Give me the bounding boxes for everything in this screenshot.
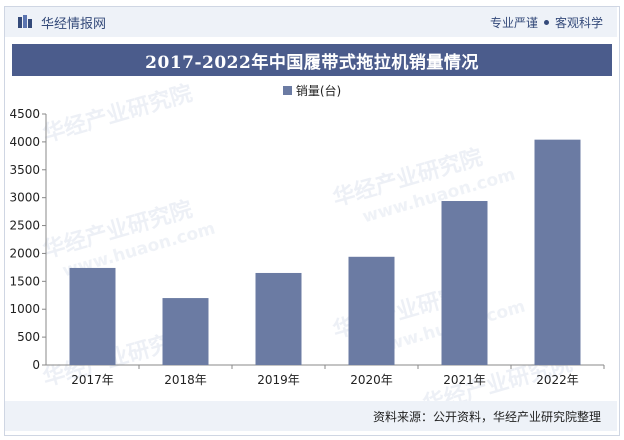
x-tick-label: 2018年 bbox=[164, 373, 207, 387]
y-tick-label: 3000 bbox=[9, 191, 40, 205]
brand: 华经情报网 bbox=[17, 7, 106, 37]
slogan-left: 专业严谨 bbox=[489, 15, 538, 30]
slogan: 专业严谨 客观科学 bbox=[490, 7, 603, 37]
legend-label: 销量(台) bbox=[295, 84, 342, 98]
x-tick-label: 2021年 bbox=[443, 373, 486, 387]
slogan-right: 客观科学 bbox=[554, 15, 603, 30]
x-tick-label: 2020年 bbox=[350, 373, 393, 387]
slogan-separator-icon bbox=[543, 19, 549, 25]
y-tick-label: 2000 bbox=[9, 246, 40, 260]
title-band: 2017-2022年中国履带式拖拉机销量情况 bbox=[12, 44, 612, 76]
y-tick-label: 500 bbox=[17, 330, 40, 344]
y-tick-label: 2500 bbox=[9, 219, 40, 233]
x-tick-label: 2019年 bbox=[257, 373, 300, 387]
brand-logo-icon bbox=[18, 15, 32, 28]
y-tick-label: 4500 bbox=[9, 107, 40, 121]
brand-name: 华经情报网 bbox=[41, 16, 107, 32]
y-tick-label: 0 bbox=[32, 358, 40, 372]
chart-title: 2017-2022年中国履带式拖拉机销量情况 bbox=[145, 52, 479, 73]
bar bbox=[441, 201, 488, 365]
x-tick-label: 2017年 bbox=[71, 373, 114, 387]
x-tick-label: 2022年 bbox=[536, 373, 579, 387]
header-band: 华经情报网 专业严谨 客观科学 bbox=[5, 7, 617, 37]
legend-swatch bbox=[282, 86, 292, 95]
source-note: 资料来源：公开资料，华经产业研究院整理 bbox=[372, 409, 601, 424]
bar bbox=[162, 298, 209, 365]
bar bbox=[69, 267, 116, 365]
y-tick-label: 1500 bbox=[9, 274, 40, 288]
bar bbox=[255, 272, 302, 365]
y-tick-label: 1000 bbox=[9, 302, 40, 316]
y-tick-label: 4000 bbox=[9, 135, 40, 149]
y-tick-label: 3500 bbox=[9, 163, 40, 177]
legend: 销量(台) bbox=[0, 82, 624, 99]
bar bbox=[348, 256, 395, 365]
footer-band: 资料来源：公开资料，华经产业研究院整理 bbox=[5, 401, 617, 431]
bar bbox=[534, 139, 581, 365]
